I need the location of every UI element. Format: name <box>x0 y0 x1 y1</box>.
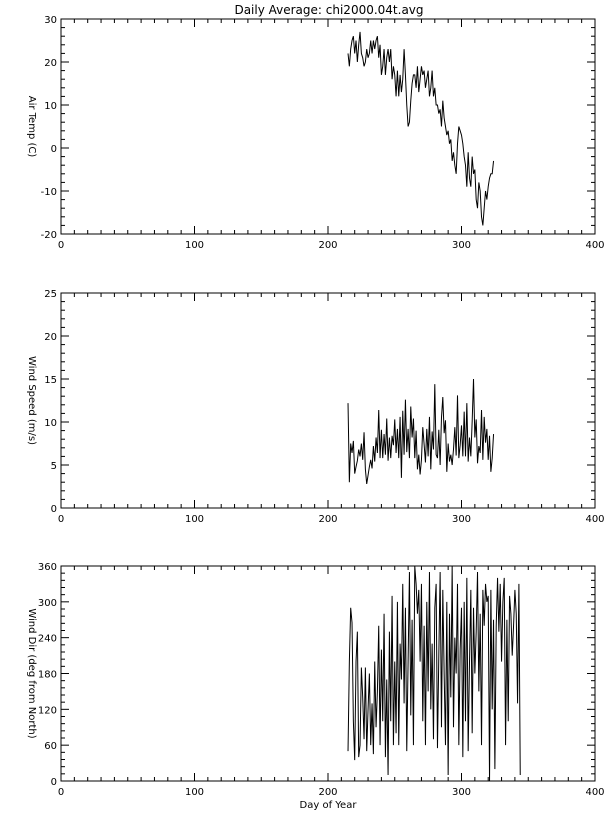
x-tick-label: 200 <box>318 787 337 798</box>
y-tick-label: 360 <box>38 562 57 573</box>
y-tick-label: 0 <box>51 144 57 155</box>
y-tick-label: 180 <box>38 670 57 681</box>
x-tick-label: 100 <box>185 514 204 525</box>
y-tick-label: 120 <box>38 705 57 716</box>
y-tick-label: 240 <box>38 634 57 645</box>
tick-labels: 0 100 200 300 400 -20 -10 0 10 20 30 <box>41 15 605 251</box>
tick-labels: 0 100 200 300 400 0 60 120 180 240 300 360 <box>38 562 605 798</box>
plot-frame <box>60 292 596 509</box>
air-temp-panel: 0 100 200 300 400 -20 -10 0 10 20 30 Air Temp (C) <box>26 15 605 251</box>
y-tick-label: 0 <box>51 504 57 515</box>
wind-dir-panel: 0 100 200 300 400 0 60 120 180 240 300 360 Wind Dir… <box>26 562 605 811</box>
tick-labels: 0 100 200 300 400 0 5 10 15 20 25 <box>44 289 604 525</box>
x-tick-label: 300 <box>452 514 471 525</box>
x-tick-label: 0 <box>58 240 64 251</box>
x-tick-label: 400 <box>585 240 604 251</box>
x-tick-label: 300 <box>452 787 471 798</box>
tick-marks <box>60 565 596 782</box>
x-axis-label: Day of Year <box>300 800 358 811</box>
y-tick-label: 300 <box>38 598 57 609</box>
y-tick-label: 25 <box>44 289 57 300</box>
y-tick-label: 5 <box>51 461 57 472</box>
x-tick-label: 400 <box>585 514 604 525</box>
y-tick-label: 60 <box>44 741 57 752</box>
x-tick-label: 400 <box>585 787 604 798</box>
y-tick-label: 20 <box>44 332 57 343</box>
x-tick-label: 100 <box>185 240 204 251</box>
y-axis-label: Wind Speed (m/s) <box>26 356 37 445</box>
y-tick-label: 0 <box>51 777 57 788</box>
tick-marks <box>60 292 596 509</box>
tick-marks <box>60 18 596 235</box>
y-tick-label: 10 <box>44 418 57 429</box>
y-tick-label: -20 <box>41 230 57 241</box>
y-tick-label: 15 <box>44 375 57 386</box>
y-axis-label: Air Temp (C) <box>26 96 37 158</box>
series-line-wind-speed <box>347 378 495 484</box>
series-line-air-temp <box>347 31 495 226</box>
y-tick-label: 10 <box>44 101 57 112</box>
x-tick-label: 0 <box>58 787 64 798</box>
chart-title: Daily Average: chi2000.04t.avg <box>234 3 423 17</box>
x-tick-label: 200 <box>318 240 337 251</box>
y-tick-label: -10 <box>41 187 57 198</box>
x-tick-label: 0 <box>58 514 64 525</box>
x-tick-label: 100 <box>185 787 204 798</box>
x-tick-label: 200 <box>318 514 337 525</box>
wind-speed-panel: 0 100 200 300 400 0 5 10 15 20 25 Wind Speed (m/s) <box>26 289 605 525</box>
y-axis-label: Wind Dir (deg from North) <box>26 608 37 738</box>
y-tick-label: 20 <box>44 58 57 69</box>
plot-frame <box>60 18 596 235</box>
x-tick-label: 300 <box>452 240 471 251</box>
series-line-wind-dir <box>347 565 521 782</box>
y-tick-label: 30 <box>44 15 57 26</box>
